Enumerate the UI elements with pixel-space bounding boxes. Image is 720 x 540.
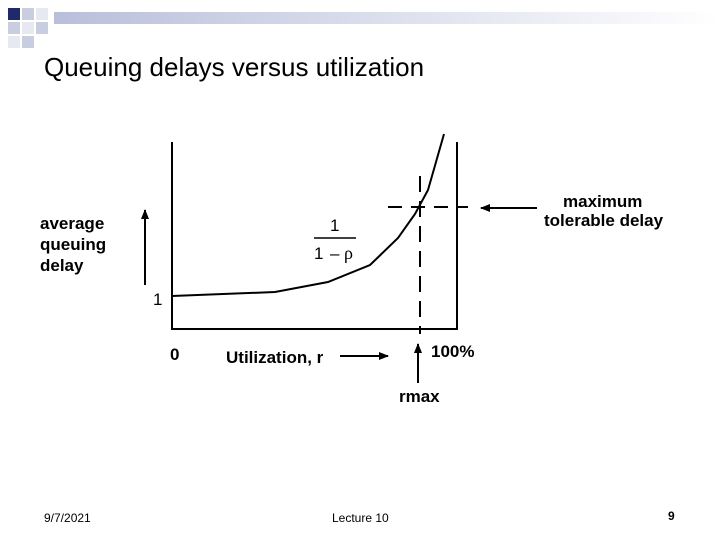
decoration-square xyxy=(36,22,48,34)
rmax-label: rmax xyxy=(399,387,440,406)
header-decoration xyxy=(8,8,720,48)
decoration-square xyxy=(8,8,20,20)
x-axis-label: Utilization, r xyxy=(226,348,324,367)
decoration-square xyxy=(8,36,20,48)
y-axis-label-line: queuing xyxy=(40,235,106,254)
y-axis-label-line: delay xyxy=(40,256,84,275)
formula-denominator-symbol: ρ xyxy=(344,243,353,263)
decoration-square xyxy=(22,36,34,48)
decoration-square xyxy=(36,8,48,20)
footer-lecture: Lecture 10 xyxy=(332,511,389,525)
decoration-square xyxy=(8,22,20,34)
y-axis-label-line: average xyxy=(40,214,104,233)
max-delay-label-line: tolerable delay xyxy=(544,211,664,230)
footer-date: 9/7/2021 xyxy=(44,511,91,525)
formula-numerator: 1 xyxy=(330,216,339,235)
x-max-label: 100% xyxy=(431,342,474,361)
max-delay-label-line: maximum xyxy=(563,192,642,211)
formula-denominator-number: 1 xyxy=(314,244,323,263)
y-tick-label: 1 xyxy=(153,290,162,309)
decoration-square xyxy=(22,8,34,20)
delay-curve xyxy=(171,133,445,297)
decoration-square xyxy=(22,22,34,34)
formula-denominator-operator: – xyxy=(330,244,340,263)
footer-page-number: 9 xyxy=(668,509,675,523)
slide-title: Queuing delays versus utilization xyxy=(44,52,425,82)
decoration-fade-bar xyxy=(54,12,720,24)
x-origin-label: 0 xyxy=(170,345,179,364)
